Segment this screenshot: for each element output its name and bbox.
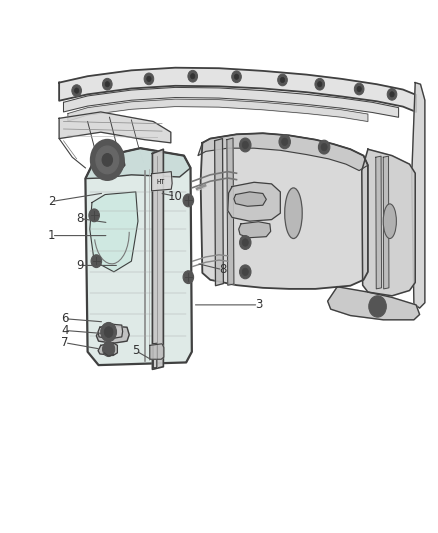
Circle shape: [242, 268, 248, 276]
Circle shape: [89, 209, 99, 222]
Circle shape: [183, 194, 194, 207]
Circle shape: [278, 74, 287, 86]
Polygon shape: [98, 324, 123, 339]
Polygon shape: [90, 192, 138, 272]
Polygon shape: [59, 68, 416, 112]
Polygon shape: [98, 343, 117, 356]
Polygon shape: [412, 83, 425, 308]
Polygon shape: [85, 148, 191, 179]
Circle shape: [72, 85, 81, 96]
Polygon shape: [376, 156, 381, 289]
Text: 9: 9: [76, 259, 84, 272]
Polygon shape: [85, 148, 192, 365]
Polygon shape: [150, 344, 164, 359]
Ellipse shape: [383, 204, 396, 239]
Circle shape: [101, 322, 117, 342]
Polygon shape: [234, 192, 266, 206]
Circle shape: [387, 88, 397, 100]
Text: 8: 8: [219, 263, 226, 276]
Circle shape: [91, 255, 102, 268]
Circle shape: [279, 135, 290, 149]
Circle shape: [147, 76, 151, 82]
Circle shape: [354, 83, 364, 95]
Polygon shape: [239, 222, 271, 238]
Circle shape: [357, 86, 361, 92]
Polygon shape: [153, 343, 157, 368]
Circle shape: [102, 78, 112, 90]
Text: 6: 6: [61, 312, 69, 325]
Circle shape: [280, 77, 285, 83]
Circle shape: [91, 140, 124, 180]
Circle shape: [240, 138, 251, 152]
Circle shape: [96, 146, 119, 174]
Circle shape: [191, 74, 195, 79]
Text: HT: HT: [157, 179, 166, 185]
Circle shape: [183, 271, 194, 284]
Circle shape: [234, 74, 239, 79]
Polygon shape: [383, 156, 389, 289]
Text: 5: 5: [132, 344, 139, 357]
Circle shape: [188, 70, 198, 82]
Circle shape: [315, 78, 325, 90]
Circle shape: [369, 296, 386, 317]
Circle shape: [102, 154, 113, 166]
Polygon shape: [201, 133, 368, 289]
Text: 3: 3: [255, 298, 262, 311]
Polygon shape: [64, 87, 399, 117]
Polygon shape: [227, 138, 234, 285]
Circle shape: [242, 239, 248, 246]
Polygon shape: [152, 172, 172, 191]
Text: 8: 8: [76, 212, 83, 225]
Circle shape: [102, 342, 115, 357]
Circle shape: [74, 88, 79, 93]
Text: 7: 7: [61, 336, 69, 349]
Polygon shape: [215, 139, 223, 286]
Circle shape: [104, 327, 113, 337]
Circle shape: [321, 143, 327, 151]
Circle shape: [144, 73, 154, 85]
Polygon shape: [228, 182, 280, 221]
Text: 4: 4: [61, 324, 69, 337]
Circle shape: [242, 141, 248, 149]
Polygon shape: [328, 287, 420, 320]
Polygon shape: [96, 326, 129, 343]
Text: 10: 10: [168, 190, 183, 203]
Polygon shape: [59, 112, 171, 143]
Polygon shape: [68, 99, 368, 122]
Circle shape: [240, 236, 251, 249]
Circle shape: [318, 140, 330, 154]
Polygon shape: [198, 133, 368, 171]
Ellipse shape: [285, 188, 302, 239]
Text: 2: 2: [48, 195, 56, 208]
Polygon shape: [94, 152, 125, 172]
Text: 1: 1: [48, 229, 56, 242]
Polygon shape: [152, 149, 163, 369]
Circle shape: [240, 265, 251, 279]
Polygon shape: [362, 149, 415, 296]
Circle shape: [232, 71, 241, 83]
Circle shape: [105, 82, 110, 87]
Circle shape: [282, 138, 288, 146]
Circle shape: [390, 92, 394, 97]
Circle shape: [318, 82, 322, 87]
